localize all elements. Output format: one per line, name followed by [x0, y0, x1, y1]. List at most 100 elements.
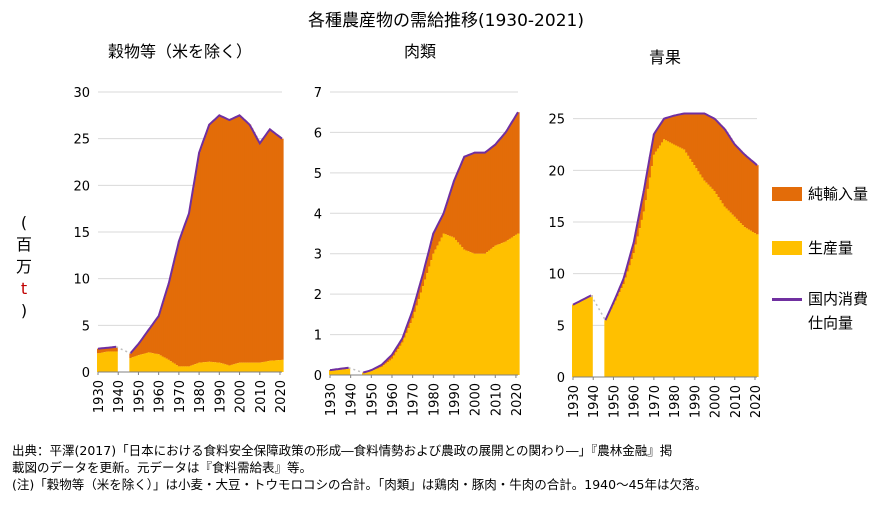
meat-production-bar-2004 — [481, 253, 485, 375]
meat-production-bar-1965 — [401, 342, 404, 375]
meat-production-bar-1964 — [399, 345, 402, 375]
meat-import-bar-1995 — [463, 156, 466, 250]
grains-production-bar-1959 — [155, 353, 159, 372]
meat-production-bar-1993 — [459, 244, 462, 375]
grains-production-bar-1993 — [224, 364, 227, 372]
grains-import-bar-1977 — [192, 189, 195, 365]
meat-import-bar-1982 — [436, 225, 440, 246]
produce-import-bar-1996 — [705, 114, 709, 183]
meat-production-bar-1973 — [417, 298, 421, 375]
grains-import-bar-1994 — [226, 119, 230, 365]
meat-import-bar-2001 — [475, 152, 479, 254]
meat-import-bar-1956 — [382, 362, 386, 366]
y-unit-man: 万 — [15, 257, 32, 276]
produce-production-bar-1955 — [622, 284, 626, 377]
grains-production-bar-1931 — [99, 352, 102, 372]
produce-production-bar-1966 — [644, 200, 648, 377]
meat-import-bar-1964 — [399, 341, 402, 346]
grains-import-bar-1997 — [232, 118, 236, 365]
grains-import-bar-1985 — [208, 124, 211, 362]
grains-import-bar-2005 — [248, 124, 252, 363]
meat-production-bar-1953 — [376, 368, 380, 375]
grains-import-bar-1961 — [159, 309, 163, 356]
meat-import-bar-2013 — [500, 137, 504, 244]
meat-ytick-label-4: 4 — [314, 207, 322, 222]
grains-production-bar-1952 — [141, 354, 145, 372]
meat-import-bar-1992 — [457, 171, 460, 243]
grains-production-bar-2002 — [242, 362, 246, 372]
produce-production-bar-1950 — [612, 304, 616, 377]
footnote-2: 載図のデータを更新。元データは『食料需給表』等。 — [12, 460, 313, 475]
y-unit-hyaku: 百 — [15, 235, 32, 254]
meat-production-bar-2009 — [492, 247, 495, 375]
produce-production-bar-1934 — [580, 300, 583, 377]
produce-xtick-label-1980: 1980 — [668, 385, 683, 418]
meat-production-bar-1960 — [390, 358, 394, 375]
produce-xtick-label-1970: 1970 — [648, 385, 663, 418]
produce-import-bar-1979 — [671, 116, 674, 144]
grains-import-bar-2010 — [258, 143, 262, 363]
produce-import-bar-1986 — [685, 113, 688, 153]
meat-import-bar-2007 — [488, 149, 491, 251]
produce-import-bar-1981 — [675, 115, 678, 146]
produce-production-bar-1969 — [650, 166, 654, 377]
grains-ytick-label-0: 0 — [82, 366, 90, 381]
produce-production-bar-1983 — [679, 147, 682, 377]
meat-production-bar-1955 — [380, 366, 384, 375]
meat-import-bar-1968 — [407, 321, 411, 329]
produce-import-bar-1962 — [636, 222, 640, 237]
grains-production-bar-1965 — [167, 359, 171, 372]
meat-production-bar-1932 — [333, 370, 336, 375]
grains-import-bar-1950 — [137, 344, 141, 356]
grains-production-bar-1982 — [202, 362, 205, 372]
meat-production-bar-1994 — [461, 247, 464, 375]
produce-import-bar-1977 — [667, 117, 670, 142]
produce-ytick-label-20: 20 — [548, 164, 565, 179]
meat-import-bar-1984 — [440, 217, 444, 238]
grains-ytick-label-30: 30 — [73, 86, 90, 101]
meat-production-bar-1931 — [331, 370, 334, 375]
produce-import-bar-2012 — [737, 148, 741, 221]
produce-import-bar-2016 — [745, 156, 749, 229]
grains-production-bar-1949 — [135, 355, 139, 372]
produce-import-bar-2001 — [715, 120, 719, 195]
produce-import-bar-1956 — [624, 271, 628, 278]
produce-ytick-label-5: 5 — [557, 319, 565, 334]
produce-production-bar-1968 — [648, 177, 652, 377]
grains-production-bar-2004 — [246, 362, 250, 372]
produce-production-bar-2011 — [735, 218, 739, 377]
produce-import-bar-1967 — [646, 168, 650, 189]
grains-import-bar-1931 — [99, 348, 102, 353]
produce-import-bar-1959 — [630, 249, 634, 260]
y-unit-open: ( — [20, 213, 28, 232]
produce-production-bar-1998 — [709, 186, 713, 377]
produce-production-bar-1996 — [705, 182, 709, 377]
produce-import-bar-2007 — [727, 135, 731, 211]
grains-production-bar-2011 — [260, 362, 264, 372]
grains-import-bar-1948 — [133, 348, 136, 357]
produce-import-bar-1954 — [620, 283, 624, 289]
produce-production-bar-2016 — [745, 228, 749, 377]
grains-import-bar-1986 — [210, 122, 213, 362]
meat-xtick-label-1950: 1950 — [365, 383, 380, 416]
meat-import-bar-1969 — [409, 315, 413, 324]
grains-production-bar-1946 — [129, 358, 132, 372]
produce-ytick-label-25: 25 — [548, 113, 565, 128]
grains-import-bar-2006 — [250, 128, 254, 363]
meat-production-bar-1989 — [450, 236, 454, 375]
grains-production-bar-1930 — [97, 353, 100, 372]
produce-ytick-label-10: 10 — [548, 268, 565, 283]
grains-import-bar-1930 — [97, 348, 100, 354]
meat-import-bar-1970 — [411, 310, 415, 319]
grains-production-bar-1979 — [196, 363, 199, 372]
meat-import-bar-1965 — [401, 338, 404, 343]
meat-production-bar-1984 — [440, 237, 444, 375]
produce-import-bar-2019 — [751, 161, 755, 232]
produce-production-bar-2000 — [713, 191, 717, 377]
meat-production-bar-1988 — [448, 235, 452, 375]
produce-import-bar-1958 — [628, 257, 632, 266]
produce-import-bar-1972 — [656, 127, 660, 149]
meat-production-bar-2002 — [477, 253, 481, 375]
meat-production-bar-2013 — [500, 243, 504, 375]
grains-production-bar-1932 — [101, 352, 104, 372]
